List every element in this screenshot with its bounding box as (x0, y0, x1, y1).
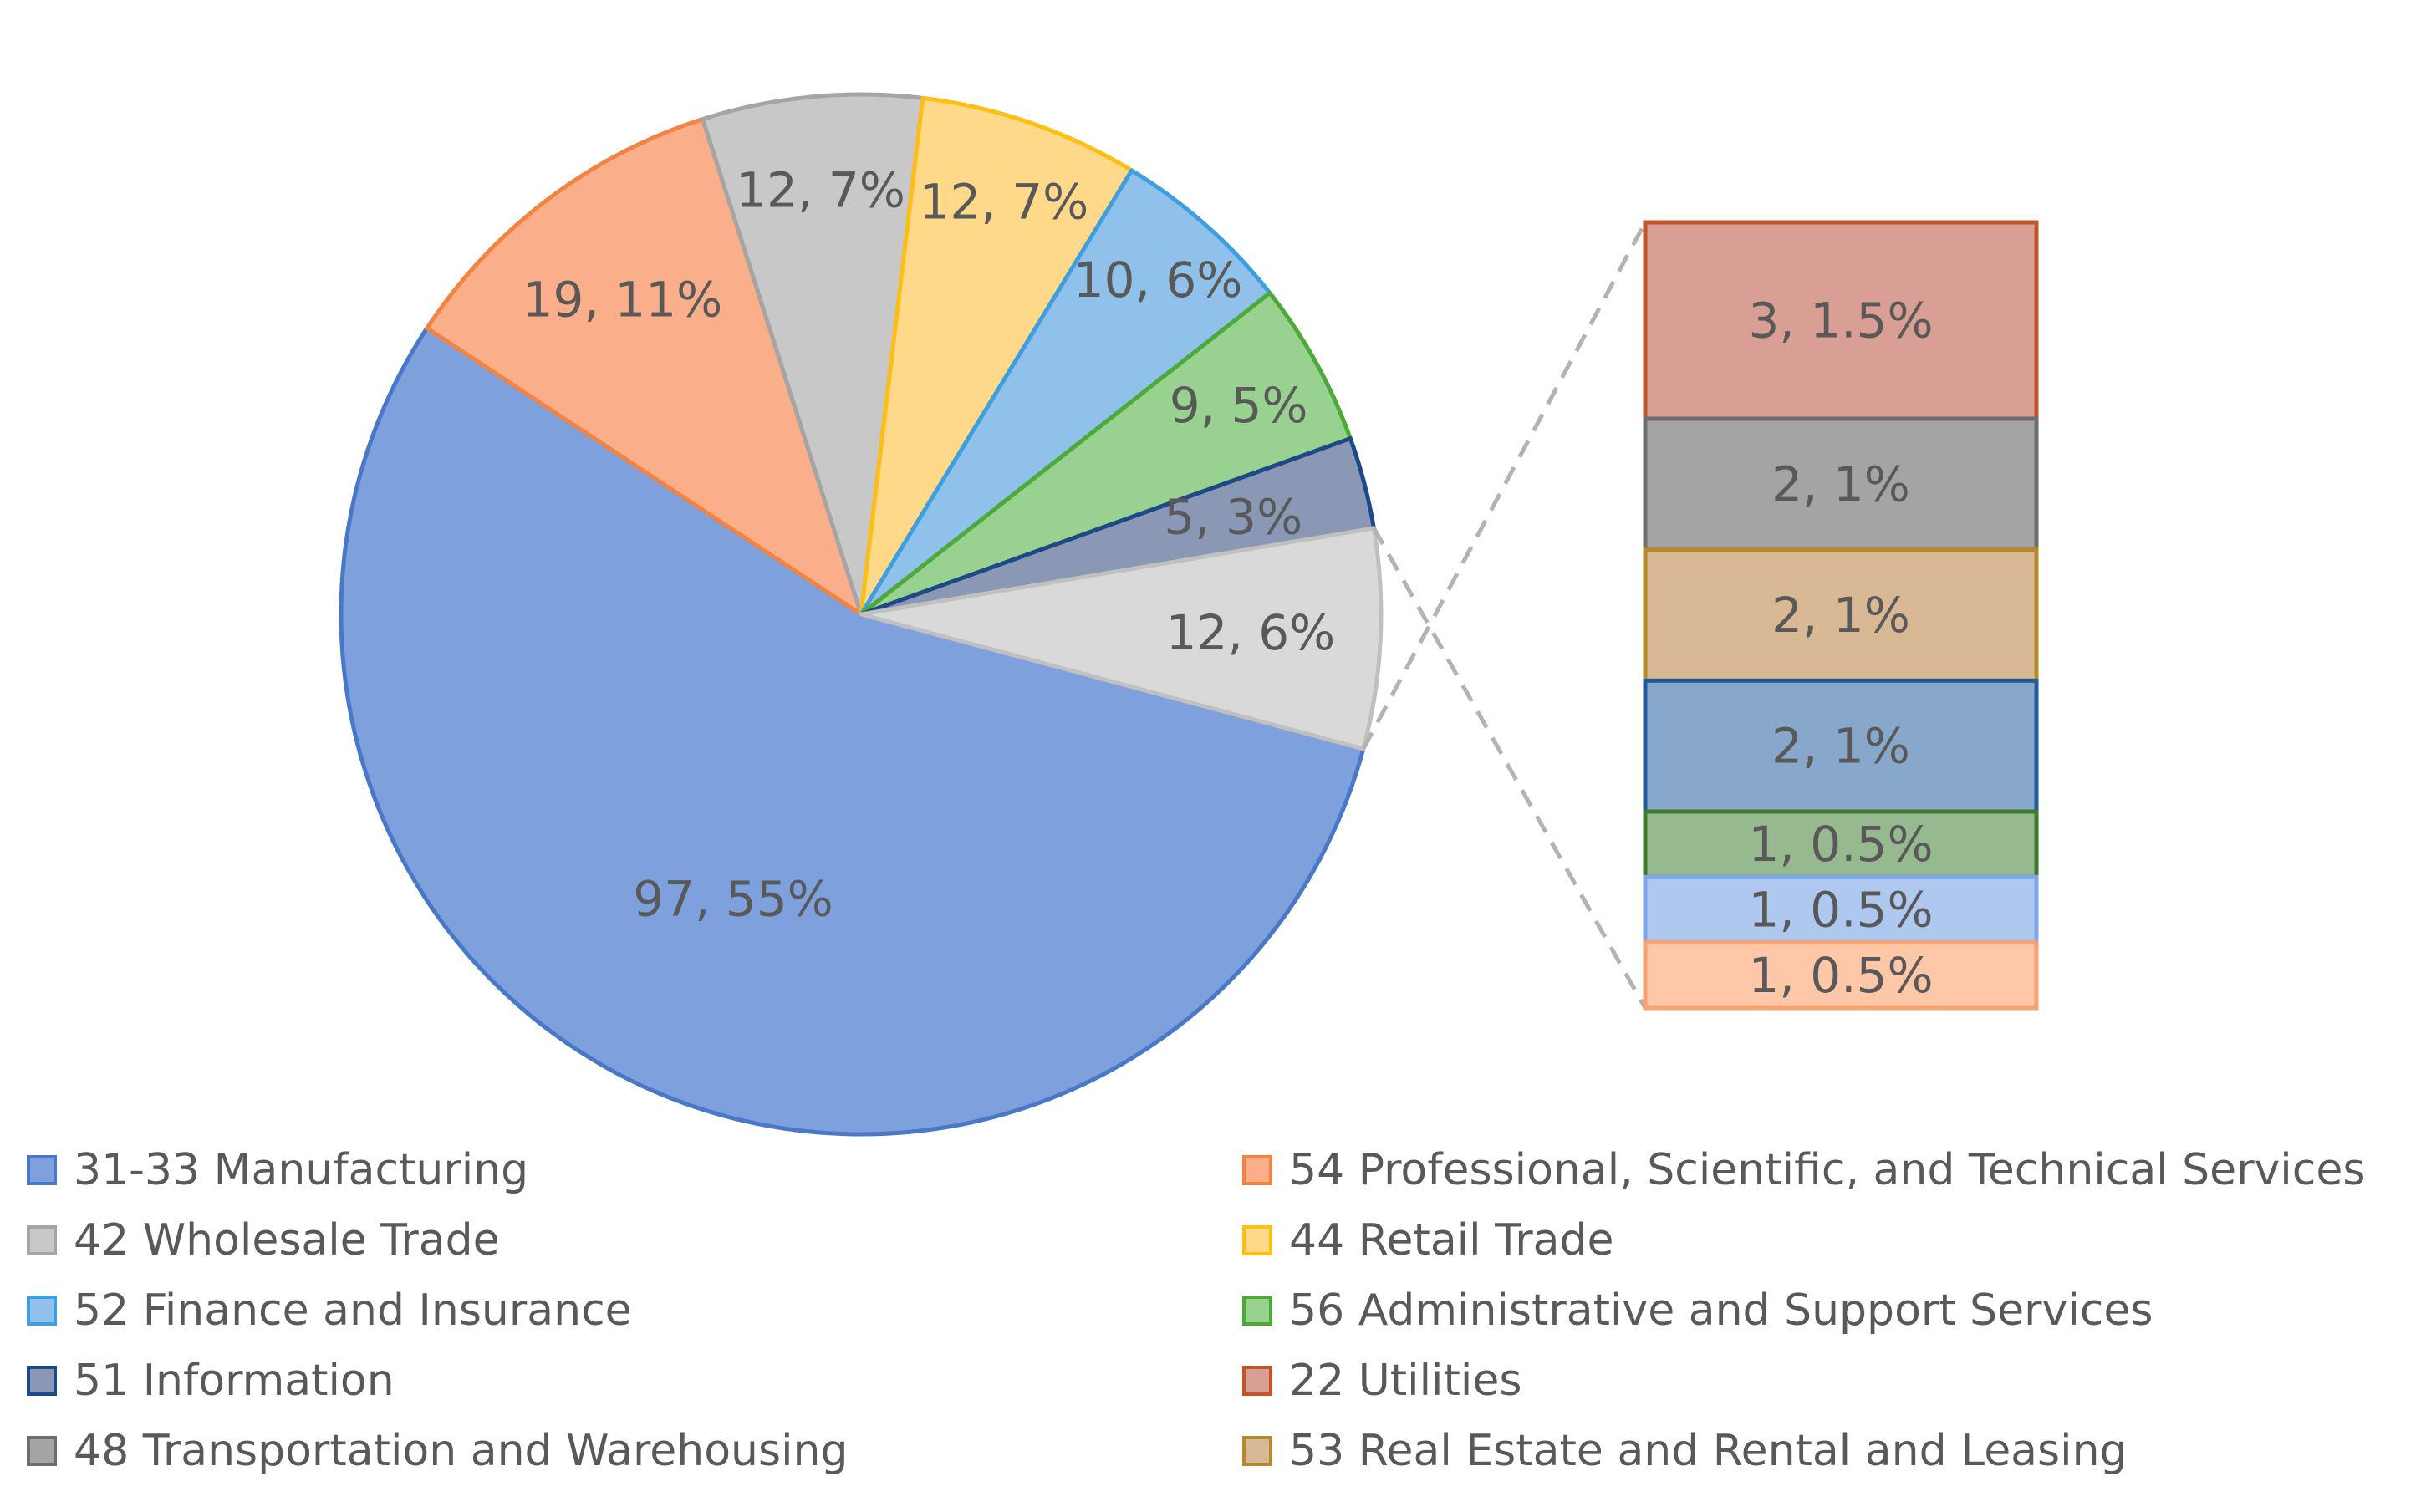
legend-swatch (1242, 1296, 1272, 1326)
legend-item: 52 Finance and Insurance (27, 1285, 632, 1336)
pie-slice-retail-trade (859, 95, 1134, 617)
pie-slice-label: 97, 55% (633, 870, 833, 927)
bar-segment-label: 2, 1% (1771, 587, 1910, 644)
legend-label: 52 Finance and Insurance (74, 1285, 632, 1336)
legend-swatch (1242, 1436, 1272, 1466)
pie-slice-wholesale-trade (701, 92, 925, 617)
connector-line-top (1361, 221, 1648, 751)
legend-item: 56 Administrative and Support Services (1242, 1285, 2153, 1336)
bar-segment-item-4 (1643, 678, 2039, 814)
pie: 97, 55%19, 11%12, 7% 12, 7%10, 6%9, 5%5, … (339, 92, 1384, 1137)
legend-swatch (27, 1436, 57, 1466)
bar-segment-label: 1, 0.5% (1748, 882, 1933, 939)
legend-label: 42 Wholesale Trade (74, 1215, 500, 1265)
legend-swatch (1242, 1225, 1272, 1255)
legend: 31-33 Manufacturing 54 Professional, Scie… (27, 1145, 2365, 1476)
bar-segment-label: 2, 1% (1771, 456, 1910, 512)
bar-segment-item-6 (1643, 874, 2039, 945)
pie-slice-label: 12, 6% (1166, 604, 1336, 661)
legend-item: 48 Transportation and Warehousing (27, 1426, 848, 1476)
bar-segment-item-5 (1643, 809, 2039, 879)
legend-label: 22 Utilities (1289, 1356, 1521, 1406)
legend-label: 48 Transportation and Warehousing (74, 1426, 848, 1476)
pie-slice-manufacturing (339, 326, 1366, 1137)
legend-item: 22 Utilities (1242, 1356, 1521, 1406)
bar-segment-label: 1, 0.5% (1748, 816, 1933, 873)
pie-slice-label: 5, 3% (1164, 489, 1302, 546)
legend-label: 54 Professional, Scientific, and Technic… (1289, 1145, 2365, 1195)
bar-segment-real-estate-and-rental-and-leasing (1643, 547, 2039, 683)
legend-label: 56 Administrative and Support Services (1289, 1285, 2153, 1336)
pie-slice-label: 10, 6% (1073, 252, 1243, 308)
legend-swatch (27, 1296, 57, 1326)
legend-swatch (27, 1225, 57, 1255)
pie-slice-finance-and-insurance (859, 168, 1272, 617)
legend-swatch (1242, 1366, 1272, 1396)
legend-swatch (27, 1155, 57, 1185)
bar-segment-label: 1, 0.5% (1748, 947, 1933, 1004)
bar-segment-label: 2, 1% (1771, 718, 1910, 775)
pie-slice-label: 12, 7% (920, 173, 1089, 230)
pie-slice-administrative-and-support-services (859, 291, 1353, 617)
legend-label: 51 Information (74, 1356, 395, 1406)
connector-lines (1361, 221, 1648, 1010)
stacked-bar: 3, 1.5% 2, 1% 2, 1% 2, 1% 1, 0.5% 1, 0.5% 1, 0… (1643, 220, 2039, 1011)
bar-segment-utilities (1643, 220, 2039, 421)
pie-slice-other (859, 526, 1384, 751)
legend-item: 54 Professional, Scientific, and Technic… (1242, 1145, 2365, 1195)
pie-slice-professional-scientific-and-technical-services (425, 117, 864, 617)
legend-item: 42 Wholesale Trade (27, 1215, 500, 1265)
legend-label: 44 Retail Trade (1289, 1215, 1614, 1265)
legend-label: 53 Real Estate and Rental and Leasing (1289, 1426, 2128, 1476)
legend-item: 53 Real Estate and Rental and Leasing (1242, 1426, 2128, 1476)
pie-slice-label: 19, 11% (522, 271, 723, 328)
legend-swatch (27, 1366, 57, 1396)
legend-label: 31-33 Manufacturing (74, 1145, 528, 1195)
bar-segment-label: 3, 1.5% (1748, 293, 1933, 349)
connector-line-bottom (1372, 527, 1648, 1010)
legend-swatch (1242, 1155, 1272, 1185)
legend-item: 51 Information (27, 1356, 395, 1406)
bar-segment-item-7 (1643, 940, 2039, 1011)
pie-slice-label: 12, 7% (736, 161, 905, 218)
pie-slice-label: 9, 5% (1170, 377, 1308, 434)
legend-item: 44 Retail Trade (1242, 1215, 1614, 1265)
bar-segment-transportation-and-warehousing (1643, 416, 2039, 552)
legend-item: 31-33 Manufacturing (27, 1145, 528, 1195)
